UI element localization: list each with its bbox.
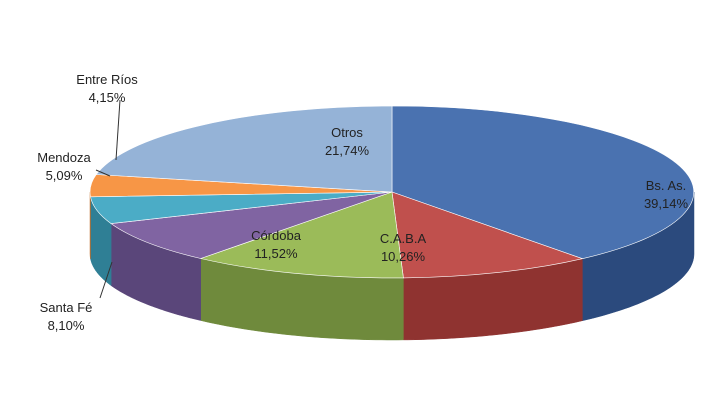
label-c-rdoba: Córdoba bbox=[251, 228, 302, 243]
value-bs-as-: 39,14% bbox=[644, 196, 689, 211]
pie-slices bbox=[89, 105, 695, 279]
slice-side-entre-r-os bbox=[89, 192, 91, 260]
label-santa-f-: Santa Fé bbox=[40, 300, 93, 315]
leader-santa-fe bbox=[99, 261, 113, 299]
label-c-a-b-a: C.A.B.A bbox=[380, 231, 427, 246]
slice-otros bbox=[95, 105, 393, 193]
value-entre-r-os: 4,15% bbox=[89, 90, 126, 105]
slice-labels: Bs. As. 39,14% C.A.B.A 10,26% Córdoba 11,52% S… bbox=[37, 72, 688, 333]
pie-sides bbox=[89, 191, 695, 341]
leader-entre-rios bbox=[115, 99, 121, 161]
leader-lines bbox=[95, 99, 121, 299]
value-santa-f-: 8,10% bbox=[48, 318, 85, 333]
label-bs-as-: Bs. As. bbox=[646, 178, 686, 193]
value-otros: 21,74% bbox=[325, 143, 370, 158]
value-mendoza: 5,09% bbox=[46, 168, 83, 183]
value-c-a-b-a: 10,26% bbox=[381, 249, 426, 264]
slice-santa-f- bbox=[110, 191, 393, 259]
slice-c-a-b-a bbox=[391, 191, 584, 279]
label-entre-r-os: Entre Ríos bbox=[76, 72, 138, 87]
value-c-rdoba: 11,52% bbox=[254, 246, 298, 261]
slice-c-rdoba bbox=[199, 191, 404, 279]
label-mendoza: Mendoza bbox=[37, 150, 91, 165]
leader-mendoza bbox=[95, 169, 111, 177]
label-otros: Otros bbox=[331, 125, 363, 140]
slice-bs-as- bbox=[391, 105, 695, 260]
